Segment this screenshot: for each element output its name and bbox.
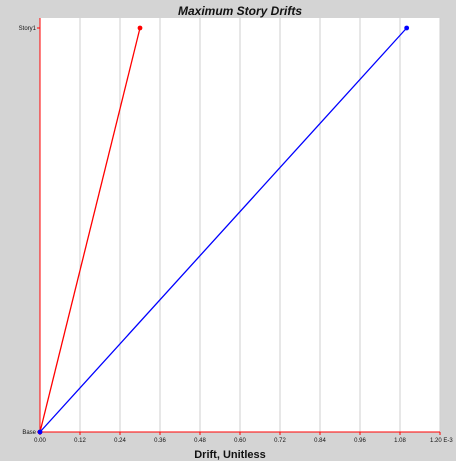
x-tick-label-7: 0.84 [314, 438, 326, 444]
x-tick-label-6: 0.72 [274, 438, 286, 444]
series-line-1 [39, 27, 408, 433]
y-tick-label-story1: Story1 [19, 26, 37, 32]
series-1-point-0 [37, 429, 43, 435]
series-1-point-1 [404, 25, 410, 31]
x-axis-label: Drift, Unitless [194, 449, 266, 461]
series-line-0 [39, 27, 141, 433]
x-tick-label-1: 0.12 [74, 438, 86, 444]
x-tick-label-4: 0.48 [194, 438, 206, 444]
x-tick-labels: 0.00 0.12 0.24 0.36 0.48 0.60 0.72 0.84 0.96 1.08… [34, 432, 453, 444]
grid-lines [79, 18, 441, 432]
x-tick-label-3: 0.36 [154, 438, 166, 444]
x-tick-label-5: 0.60 [234, 438, 246, 444]
series-0-point-1 [137, 25, 143, 31]
x-tick-label-0: 0.00 [34, 438, 46, 444]
x-tick-label-8: 0.96 [354, 438, 366, 444]
y-tick-label-base: Base [22, 430, 36, 436]
y-tick-labels: Base Story1 [19, 26, 40, 436]
chart-title: Maximum Story Drifts [178, 4, 302, 18]
x-tick-label-2: 0.24 [114, 438, 126, 444]
x-tick-label-10: 1.20 E-3 [430, 438, 453, 444]
x-tick-label-9: 1.08 [394, 438, 406, 444]
series-lines [37, 25, 410, 435]
